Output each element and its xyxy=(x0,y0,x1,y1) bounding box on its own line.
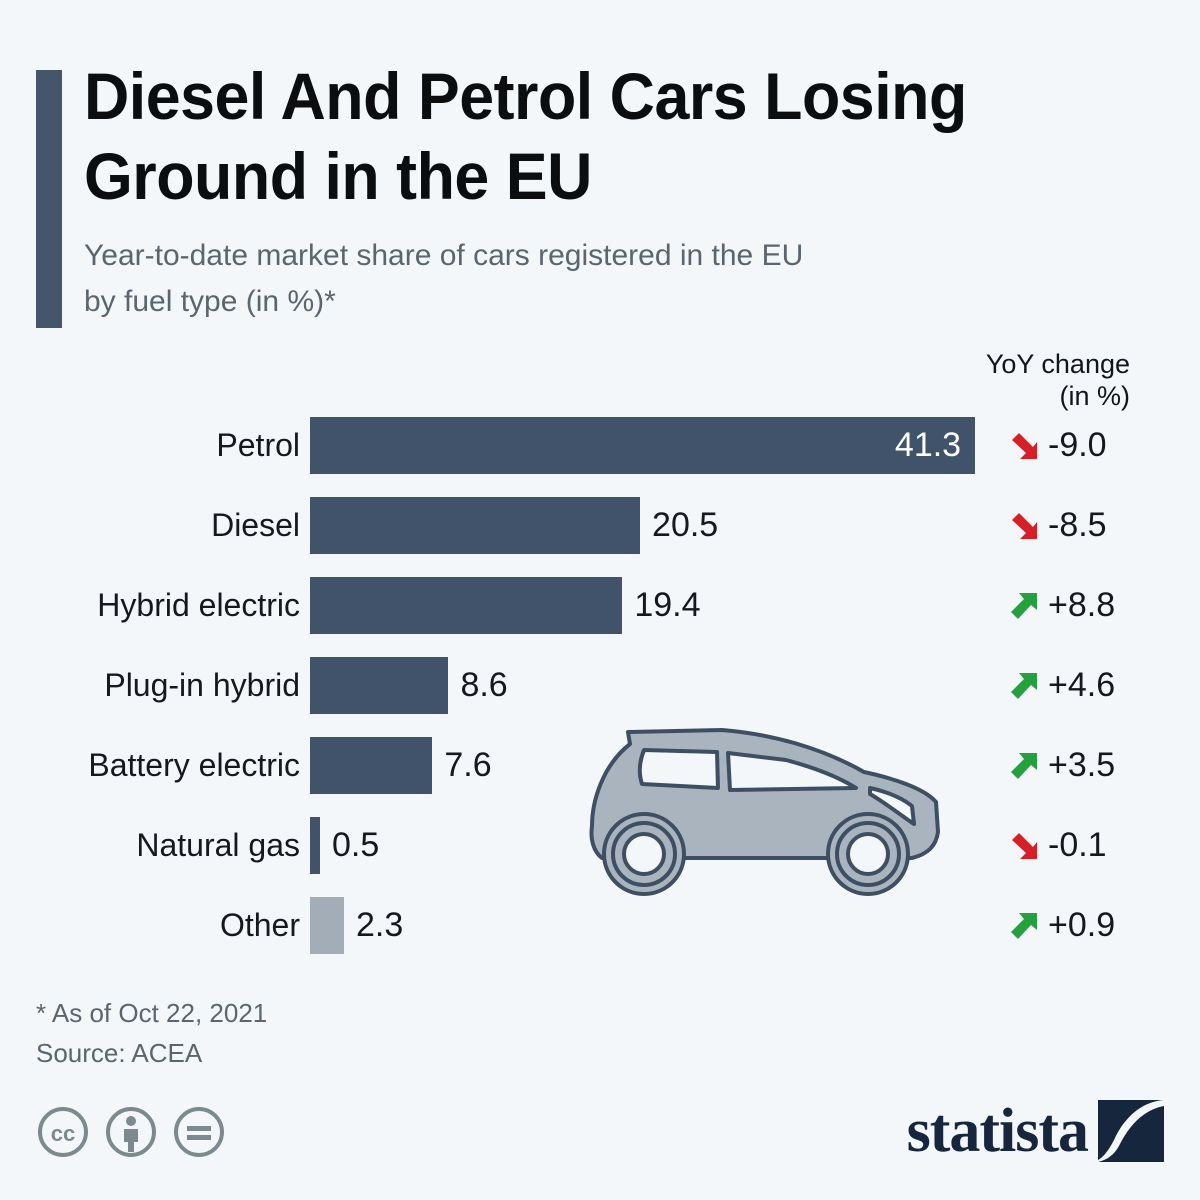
arrow-down-right-icon xyxy=(1012,832,1037,859)
yoy-change-value: +4.6 xyxy=(1048,666,1116,704)
yoy-change-value: -0.1 xyxy=(1048,826,1107,864)
chart-row: Plug-in hybrid 8.6 +4.6 xyxy=(0,657,1200,714)
yoy-change-value: -9.0 xyxy=(1048,426,1107,464)
bar xyxy=(310,817,320,874)
yoy-change-cell: +3.5 xyxy=(1008,737,1130,794)
bar xyxy=(310,577,623,634)
cc-icon: cc xyxy=(38,1107,88,1157)
bar-value-label: 20.5 xyxy=(652,506,719,544)
bar xyxy=(310,737,433,794)
bar-chart: Petrol 41.3 -9.0 Diesel 20.5 -8.5 Hybrid elect… xyxy=(0,417,1200,977)
cc-by-person-icon xyxy=(106,1107,156,1157)
bar xyxy=(310,657,449,714)
yoy-change-value: -8.5 xyxy=(1048,506,1107,544)
chart-row: Petrol 41.3 -9.0 xyxy=(0,417,1200,474)
creative-commons-badges: cc xyxy=(36,1105,226,1159)
statista-mark-icon xyxy=(1098,1100,1164,1162)
bar-value-label: 8.6 xyxy=(460,666,508,704)
yoy-column-header: YoY change (in %) xyxy=(870,348,1130,412)
bar-value-label: 41.3 xyxy=(894,426,962,464)
arrow-up-right-icon xyxy=(1011,912,1037,939)
arrow-up-right-icon xyxy=(1011,592,1037,619)
yoy-change-cell: +8.8 xyxy=(1008,577,1130,634)
yoy-change-cell: +0.9 xyxy=(1008,897,1130,954)
chart-row: Diesel 20.5 -8.5 xyxy=(0,497,1200,554)
yoy-header-line1: YoY change xyxy=(985,349,1130,379)
yoy-header-line2: (in %) xyxy=(1059,381,1130,411)
chart-row: Natural gas 0.5 -0.1 xyxy=(0,817,1200,874)
svg-text:cc: cc xyxy=(51,1121,75,1146)
page-subtitle: Year-to-date market share of cars regist… xyxy=(84,239,804,318)
bar xyxy=(310,497,641,554)
yoy-change-cell: -0.1 xyxy=(1008,817,1130,874)
yoy-change-cell: +4.6 xyxy=(1008,657,1130,714)
statista-wordmark: statista xyxy=(906,1097,1089,1165)
bar-value-label: 2.3 xyxy=(356,906,404,944)
statista-logo: statista xyxy=(907,1100,1164,1162)
arrow-up-right-icon xyxy=(1011,752,1037,779)
category-label: Natural gas xyxy=(136,827,300,863)
bar xyxy=(310,897,344,954)
arrow-up-right-icon xyxy=(1011,672,1037,699)
page-title: Diesel And Petrol Cars Losing Ground in … xyxy=(84,59,967,213)
category-label: Hybrid electric xyxy=(97,587,300,623)
title-accent-bar xyxy=(36,70,62,328)
cc-nd-equals-icon xyxy=(174,1107,224,1157)
category-label: Diesel xyxy=(211,507,300,543)
bar xyxy=(310,417,975,474)
yoy-change-cell: -9.0 xyxy=(1008,417,1130,474)
yoy-change-value: +0.9 xyxy=(1048,906,1116,944)
category-label: Plug-in hybrid xyxy=(104,667,300,703)
arrow-down-right-icon xyxy=(1012,432,1037,459)
chart-row: Battery electric 7.6 +3.5 xyxy=(0,737,1200,794)
yoy-change-cell: -8.5 xyxy=(1008,497,1130,554)
yoy-change-value: +8.8 xyxy=(1048,586,1116,624)
bar-value-label: 0.5 xyxy=(332,826,380,864)
chart-row: Hybrid electric 19.4 +8.8 xyxy=(0,577,1200,634)
category-label: Other xyxy=(219,907,300,943)
chart-row: Other 2.3 +0.9 xyxy=(0,897,1200,954)
category-label: Petrol xyxy=(216,427,300,463)
footnote: * As of Oct 22, 2021 Source: ACEA xyxy=(36,998,268,1068)
category-label: Battery electric xyxy=(88,747,300,783)
yoy-change-value: +3.5 xyxy=(1048,746,1116,784)
bar-value-label: 19.4 xyxy=(634,586,701,624)
bar-value-label: 7.6 xyxy=(444,746,492,784)
hatchback-car-icon xyxy=(589,728,940,896)
arrow-down-right-icon xyxy=(1012,512,1037,539)
